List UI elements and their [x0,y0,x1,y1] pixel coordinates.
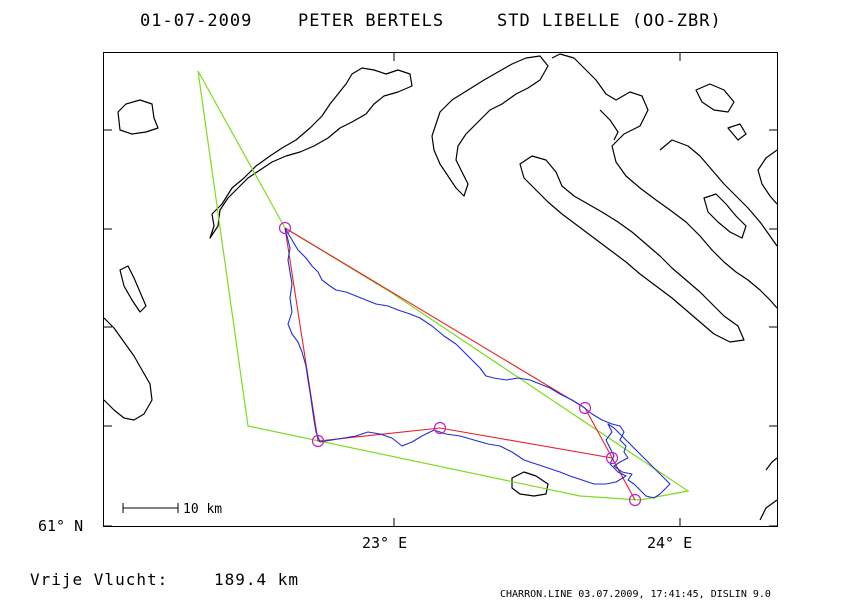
coast-center-top [431,55,549,197]
fai-triangle [197,70,690,501]
title-date: 01-07-2009 [140,11,252,31]
x-tick-label-24: 24° E [647,534,692,552]
coast-right-inner [519,155,745,343]
turnpoint-6 [628,493,642,507]
coast-right-edge [757,149,778,205]
map-frame [103,52,778,527]
x-tick-label-23: 23° E [362,534,407,552]
y-tick-label: 61° N [38,517,83,535]
coast-right-frag [765,457,778,471]
coastlines [103,53,778,521]
coast-right-lake [659,139,778,247]
turnpoint-3 [433,421,447,435]
frame-ticks [104,53,777,527]
turnpoint-5 [605,451,619,465]
title-pilot: PETER BERTELS [298,11,444,31]
flight-track [284,227,671,499]
task-legs [284,227,636,501]
coast-right-bay [703,193,747,239]
coast-right-islet [727,123,747,141]
coast-right-mid [599,109,619,141]
turnpoint-start [278,221,292,235]
scale-bar [122,503,179,513]
coast-left-spit [119,265,147,313]
title-glider: STD LIBELLE (OO-ZBR) [497,11,722,31]
turnpoints [278,221,642,507]
turnpoint-4 [311,434,325,448]
turnpoint-2 [578,401,592,415]
coast-left-lower [103,317,153,421]
coast-left-island [117,99,159,135]
coast-right-top [551,53,778,309]
summary-value: 189.4 km [214,570,299,589]
coast-left-upper [209,67,413,239]
coast-right-cove [695,83,735,113]
coast-right-frag2 [759,499,778,521]
scale-bar-label: 10 km [183,502,222,517]
summary-label: Vrije Vlucht: [30,570,168,589]
footer-info: CHARRON.LINE 03.07.2009, 17:41:45, DISLI… [500,589,771,600]
lake-bottom [511,471,549,497]
